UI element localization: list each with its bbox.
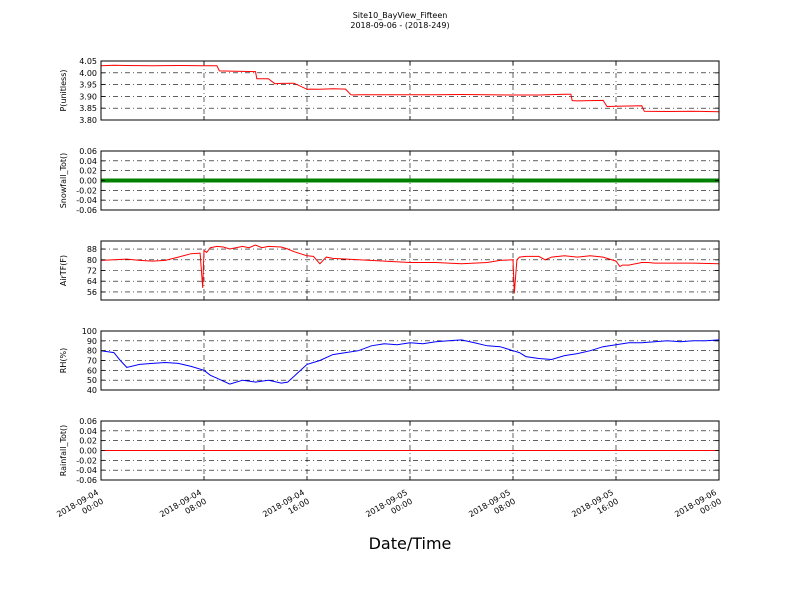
series-line-3-0 — [100, 339, 720, 385]
y-tick-label: 4.00 — [79, 69, 97, 78]
y-tick-label: -0.06 — [76, 206, 97, 215]
x-tick-label: 2018-09-0508:00 — [467, 488, 517, 528]
y-tick-label: -0.04 — [76, 466, 97, 475]
y-tick-label: 40 — [87, 386, 97, 395]
y-tick-label: -0.04 — [76, 196, 97, 205]
y-tick-label: 50 — [87, 376, 97, 385]
series-line-0-0 — [100, 64, 720, 113]
chart-subtitle: 2018-09-06 - (2018-249) — [350, 21, 450, 30]
y-tick-label: 56 — [87, 288, 97, 297]
y-tick-label: 72 — [87, 267, 97, 276]
y-tick-label: 0.06 — [79, 147, 97, 156]
x-tick-label: 2018-09-0500:00 — [364, 488, 414, 528]
y-tick-label: 0.04 — [79, 427, 97, 436]
x-tick-label: 2018-09-0400:00 — [55, 488, 105, 528]
y-tick-label: 0.04 — [79, 157, 97, 166]
chart-title: Site10_BayView_Fifteen — [352, 11, 448, 20]
y-tick-label: -0.02 — [76, 456, 97, 465]
series-line-2-0 — [100, 244, 720, 294]
y-tick-label: 3.95 — [79, 81, 97, 90]
y-tick-label: 100 — [82, 327, 97, 336]
y-tick-label: 0.06 — [79, 417, 97, 426]
y-axis-label: AirTF(F) — [59, 255, 68, 286]
y-tick-label: 60 — [87, 366, 97, 375]
y-tick-label: 0.02 — [79, 167, 97, 176]
y-tick-label: 4.05 — [79, 57, 97, 66]
y-axis-label: Rainfall_Tot() — [59, 425, 68, 477]
y-tick-label: 70 — [87, 357, 97, 366]
x-tick-label: 2018-09-0416:00 — [261, 488, 311, 528]
y-tick-label: 0.00 — [79, 447, 97, 456]
y-axis-label: Snowfall_Tot() — [59, 153, 68, 209]
y-tick-label: -0.06 — [76, 476, 97, 485]
y-tick-label: 0.02 — [79, 437, 97, 446]
y-axis-label: P(unitless) — [59, 69, 68, 111]
y-tick-label: 3.80 — [79, 116, 97, 125]
x-tick-label: 2018-09-0516:00 — [570, 488, 620, 528]
y-tick-label: 0.00 — [79, 177, 97, 186]
y-tick-label: 88 — [87, 245, 97, 254]
y-tick-label: 80 — [87, 347, 97, 356]
x-tick-label: 2018-09-0408:00 — [158, 488, 208, 528]
x-tick-label: 2018-09-0600:00 — [673, 488, 723, 528]
y-tick-label: 64 — [87, 277, 97, 286]
y-tick-label: 3.90 — [79, 92, 97, 101]
y-tick-label: 90 — [87, 337, 97, 346]
y-tick-label: 80 — [87, 256, 97, 265]
y-tick-label: 3.85 — [79, 104, 97, 113]
y-axis-label: RH(%) — [59, 348, 68, 373]
y-tick-label: -0.02 — [76, 186, 97, 195]
x-axis-label: Date/Time — [368, 534, 452, 553]
